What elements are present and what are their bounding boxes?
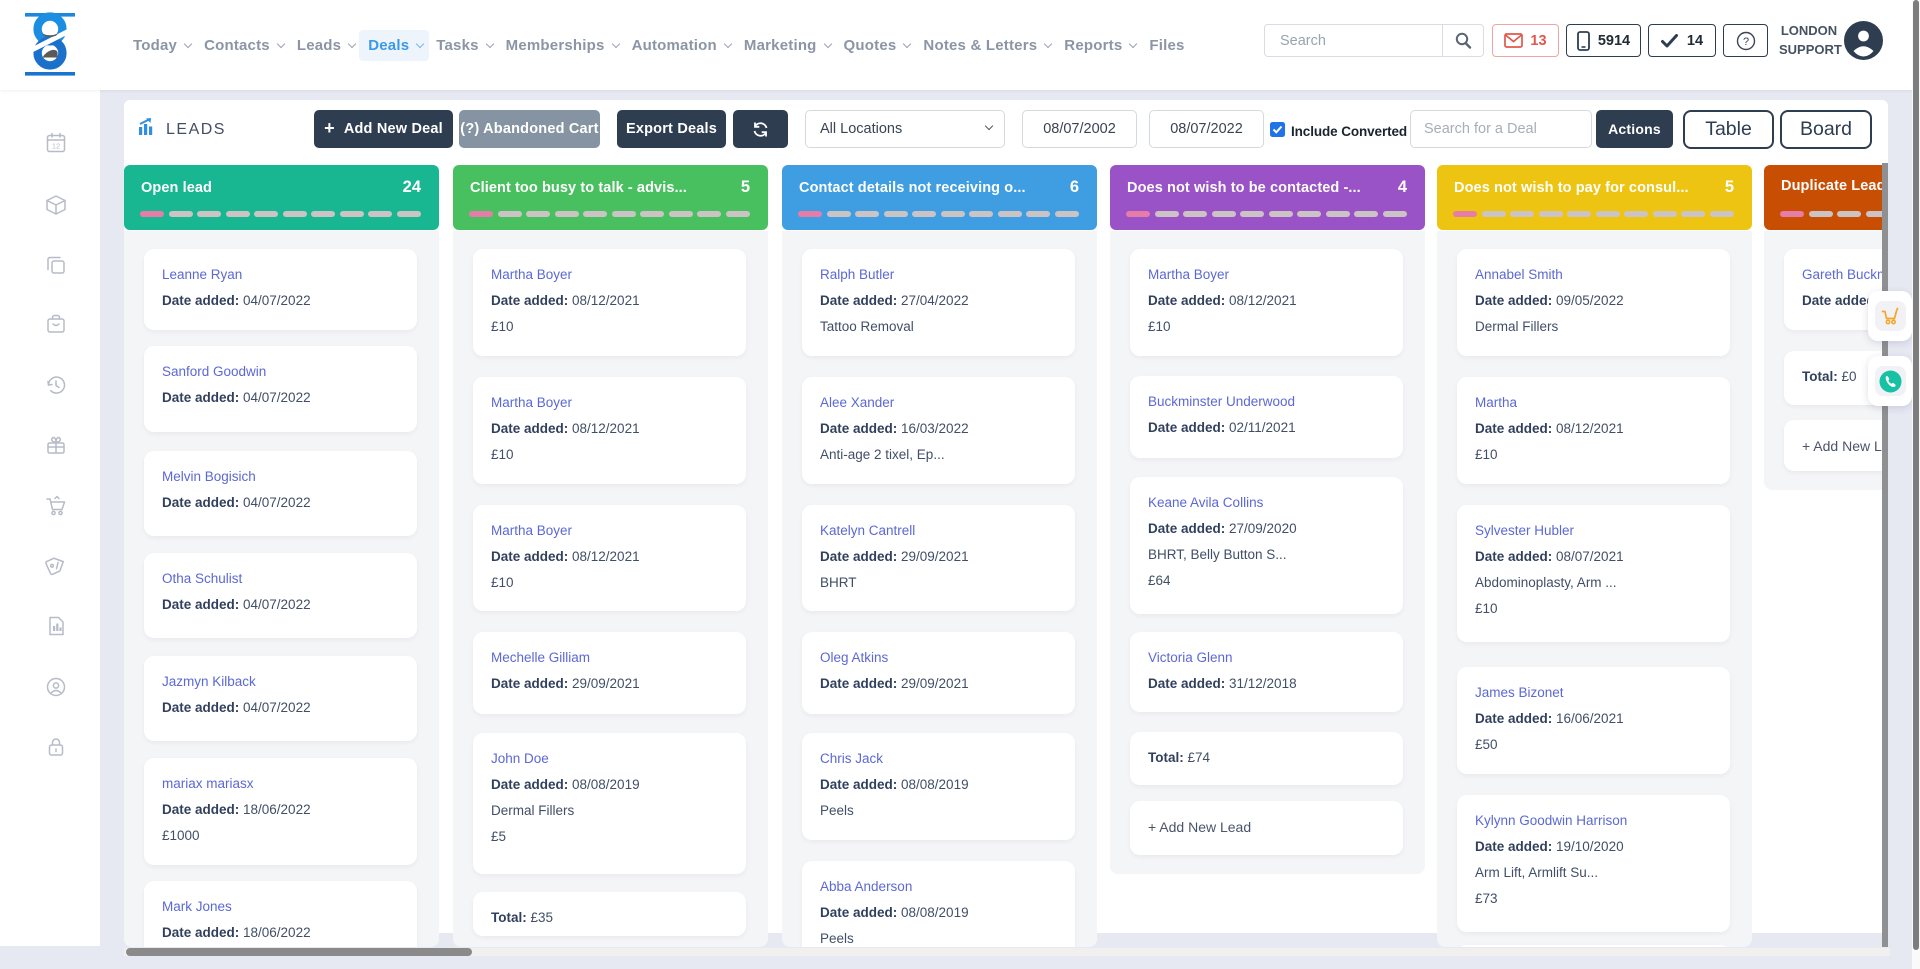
svg-text:12: 12: [52, 142, 60, 151]
svg-text:?: ?: [1742, 36, 1748, 48]
